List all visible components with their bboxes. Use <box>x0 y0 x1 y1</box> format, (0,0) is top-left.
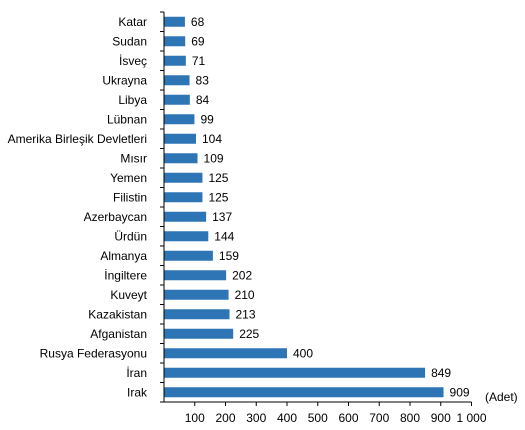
bar <box>164 367 426 378</box>
value-label: 225 <box>239 327 259 341</box>
x-ticks-group: 100 200 300 400 500 600 700 800 900 1 000 <box>185 402 487 425</box>
bar <box>164 16 185 27</box>
category-label: Kazakistan <box>88 307 147 321</box>
category-label: Katar <box>118 15 147 29</box>
value-label: 210 <box>235 288 255 302</box>
x-tick-label: 200 <box>215 411 235 425</box>
x-tick-label: 700 <box>369 411 389 425</box>
bar <box>164 94 190 105</box>
x-tick-label: 600 <box>338 411 358 425</box>
bar <box>164 172 203 183</box>
value-labels-group: 68 69 71 83 84 99 104 109 125 125 137 144 159 202 210 2… <box>191 15 470 400</box>
category-label: Sudan <box>112 34 147 48</box>
value-label: 137 <box>212 210 232 224</box>
bar <box>164 328 234 339</box>
value-label: 849 <box>431 366 451 380</box>
value-label: 213 <box>235 307 255 321</box>
category-label: Filistin <box>113 190 147 204</box>
value-label: 400 <box>293 346 313 360</box>
category-label: Ürdün <box>114 229 147 243</box>
bar <box>164 192 203 203</box>
value-label: 125 <box>208 171 228 185</box>
category-label: Irak <box>127 385 148 399</box>
category-label: Kuveyt <box>110 288 147 302</box>
category-label: Almanya <box>100 249 147 263</box>
category-label: İsveç <box>119 54 147 68</box>
x-tick-label: 800 <box>400 411 420 425</box>
category-label: İngiltere <box>104 268 147 282</box>
unit-label: (Adet) <box>485 390 518 404</box>
bar <box>164 387 444 398</box>
value-label: 202 <box>232 268 252 282</box>
category-label: Rusya Federasyonu <box>40 346 147 360</box>
bar <box>164 36 186 47</box>
value-label: 99 <box>200 112 214 126</box>
x-tick-label: 300 <box>246 411 266 425</box>
bar <box>164 55 186 66</box>
bar <box>164 250 213 261</box>
bar <box>164 211 207 222</box>
value-label: 84 <box>196 93 210 107</box>
bar <box>164 289 229 300</box>
value-label: 104 <box>202 132 222 146</box>
category-label: İran <box>126 366 147 380</box>
x-tick-label: 400 <box>277 411 297 425</box>
bar <box>164 75 190 86</box>
category-label: Azerbaycan <box>84 210 147 224</box>
bar <box>164 153 198 164</box>
x-tick-label: 900 <box>431 411 451 425</box>
value-label: 909 <box>450 385 470 399</box>
bar <box>164 114 195 125</box>
value-label: 125 <box>208 190 228 204</box>
value-label: 109 <box>204 151 224 165</box>
value-label: 68 <box>191 15 205 29</box>
bar <box>164 348 287 359</box>
bar <box>164 231 209 242</box>
x-tick-label: 500 <box>308 411 328 425</box>
category-label: Amerika Birleşik Devletleri <box>8 132 147 146</box>
category-label: Mısır <box>120 151 147 165</box>
category-label: Yemen <box>110 171 147 185</box>
category-labels-group: Katar Sudan İsveç Ukrayna Libya Lübnan Amerika… <box>8 15 148 400</box>
category-label: Afganistan <box>90 327 147 341</box>
bar <box>164 133 196 144</box>
bar <box>164 270 227 281</box>
value-label: 83 <box>196 73 210 87</box>
value-label: 71 <box>192 54 206 68</box>
value-label: 159 <box>219 249 239 263</box>
category-label: Ukrayna <box>102 73 147 87</box>
x-tick-label: 1 000 <box>456 411 486 425</box>
x-tick-label: 100 <box>185 411 205 425</box>
value-label: 144 <box>214 229 234 243</box>
bar <box>164 309 230 320</box>
bars-group <box>164 16 444 398</box>
y-ticks-group <box>160 11 164 403</box>
category-label: Lübnan <box>107 112 147 126</box>
value-label: 69 <box>191 34 205 48</box>
category-label: Libya <box>118 93 147 107</box>
